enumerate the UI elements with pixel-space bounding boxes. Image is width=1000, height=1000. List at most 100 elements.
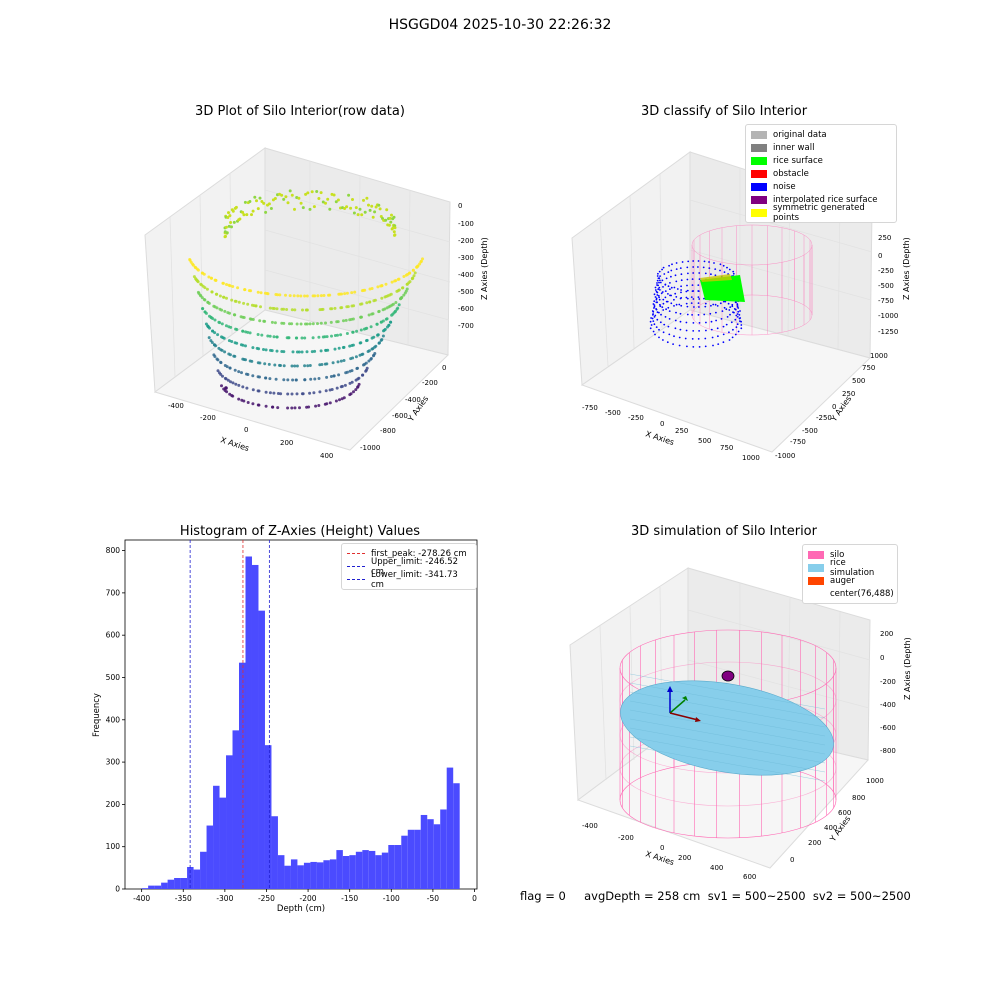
raw-point <box>220 384 223 388</box>
classify-noise-point <box>679 320 682 323</box>
histogram-y-tick: 200 <box>106 800 121 809</box>
classify-noise-point <box>691 314 693 316</box>
raw-point <box>246 302 250 306</box>
classify-noise-point <box>667 285 670 288</box>
raw-point <box>345 291 349 295</box>
raw-point <box>329 375 333 378</box>
raw-point <box>241 385 245 389</box>
raw-point <box>375 322 379 326</box>
classify-noise-point <box>659 305 662 308</box>
simulation-y-tick: 800 <box>852 794 865 802</box>
classify-noise-point <box>708 267 711 269</box>
raw-y-tick: 0 <box>442 364 446 372</box>
classify-noise-point <box>663 273 666 275</box>
classify-noise-point <box>726 316 729 318</box>
histogram-bar <box>336 850 343 889</box>
raw-point <box>246 401 250 404</box>
raw-point <box>402 293 406 297</box>
histogram-title: Histogram of Z-Axies (Height) Values <box>179 524 421 539</box>
raw-point <box>270 349 274 353</box>
raw-point <box>205 287 209 291</box>
classify-noise-point <box>697 284 700 286</box>
raw-point <box>220 322 224 326</box>
raw-point <box>294 378 298 382</box>
classify-noise-point <box>691 278 694 280</box>
raw-point <box>239 315 243 319</box>
classify-noise-point <box>697 314 700 316</box>
legend-swatch <box>751 195 767 204</box>
raw-point <box>328 388 332 392</box>
histogram-bar <box>187 867 194 889</box>
histogram-bar <box>440 809 447 889</box>
raw-x-tick: -200 <box>200 414 216 422</box>
classify-noise-point <box>659 281 662 284</box>
classify-y-tick: -500 <box>802 427 818 435</box>
simulation-plot-title: 3D simulation of Silo Interior <box>631 524 817 539</box>
classify-noise-point <box>686 305 689 308</box>
classify-noise-point <box>653 305 656 308</box>
raw-point <box>358 353 362 357</box>
raw-point <box>218 371 221 375</box>
classify-noise-point <box>731 305 734 308</box>
raw-point <box>264 348 268 352</box>
raw-point <box>250 213 253 217</box>
raw-point <box>327 293 330 297</box>
raw-point <box>256 290 260 294</box>
raw-point <box>301 308 304 312</box>
raw-point <box>253 195 257 199</box>
legend-label: auger <box>830 575 855 586</box>
raw-point <box>329 320 333 324</box>
classify-noise-point <box>736 323 739 326</box>
histogram-bar <box>154 885 162 889</box>
rice-grid <box>629 673 826 782</box>
raw-point <box>256 333 260 336</box>
raw-point <box>344 318 348 322</box>
raw-point <box>354 388 358 392</box>
raw-point <box>356 385 359 389</box>
raw-point <box>290 308 294 312</box>
raw-point-bands <box>188 189 424 410</box>
raw-point <box>251 374 255 378</box>
raw-point <box>273 363 277 367</box>
raw-point <box>224 386 228 390</box>
raw-point <box>267 362 271 366</box>
raw-point <box>295 322 299 326</box>
raw-point <box>203 298 207 302</box>
raw-point <box>367 359 371 363</box>
raw-point <box>266 334 270 338</box>
raw-point <box>345 305 349 309</box>
raw-point <box>385 306 389 310</box>
classify-noise-point <box>673 298 675 301</box>
raw-point <box>282 364 286 368</box>
raw-point <box>212 304 216 308</box>
raw-point <box>304 308 308 312</box>
legend-label: Upper_limit: -246.52 cm <box>371 556 459 577</box>
raw-point <box>330 334 333 338</box>
raw-point <box>355 329 359 333</box>
raw-point <box>288 294 292 298</box>
histogram-legend-item: Lower_limit: -341.73 cm <box>347 570 471 590</box>
raw-point <box>240 371 243 375</box>
histogram-plot: -400 -350 -300 -250 -200 -150 -100 -50 0 0 100 200… <box>92 539 478 914</box>
raw-point <box>381 334 385 338</box>
histogram-bar <box>219 797 227 889</box>
classify-legend-item: inner wall <box>751 141 891 154</box>
classify-noise-point <box>658 336 660 339</box>
raw-point <box>349 206 353 210</box>
raw-point <box>370 312 374 316</box>
classify-x-tick: -500 <box>605 409 621 417</box>
histogram-bar <box>297 865 304 889</box>
raw-point <box>338 292 342 296</box>
raw-point <box>393 226 397 230</box>
raw-point <box>295 350 299 354</box>
raw-point <box>243 200 247 204</box>
classify-z-tick: -1250 <box>878 328 898 336</box>
raw-point <box>308 322 312 326</box>
histogram-bar <box>368 850 376 889</box>
classify-noise-point <box>675 296 678 298</box>
raw-point <box>390 280 394 284</box>
classify-noise-point <box>732 272 735 275</box>
legend-label: rice simulation <box>830 557 875 578</box>
raw-point <box>223 350 227 354</box>
histogram-x-label: Depth (cm) <box>277 904 325 914</box>
